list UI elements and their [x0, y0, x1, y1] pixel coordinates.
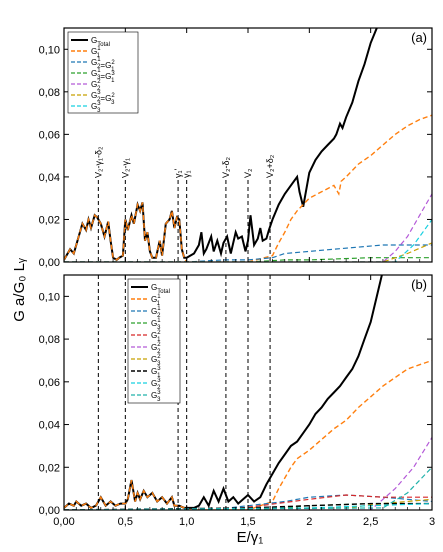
legend-entry: G1 2 — [151, 306, 161, 319]
series-line-5 — [64, 437, 432, 510]
annotation-label: V₂-δ₂ — [221, 156, 231, 178]
legend-entry: G2 1 — [151, 330, 161, 343]
annotation-label: γ₁ — [182, 170, 192, 178]
series-line-0 — [64, 275, 383, 510]
y-axis-title: G a/G₀ Lᵧ — [11, 258, 28, 322]
y-tick-label: 0,06 — [39, 129, 60, 141]
legend-entry: GTotal — [91, 36, 110, 48]
x-tick-label: 0,5 — [118, 516, 133, 528]
y-tick-label: 0,04 — [39, 420, 60, 432]
series-line-1 — [64, 114, 432, 262]
annotation-label: γ₁' — [173, 168, 183, 178]
legend-entry: G2 3 — [151, 354, 161, 367]
legend-entry: G1 3 — [151, 318, 161, 331]
y-tick-label: 0,00 — [39, 505, 60, 517]
legend-entry: G3 2=G2 3 — [91, 90, 115, 106]
legend-entry: G3 3 — [151, 390, 161, 403]
x-tick-label: 1,5 — [240, 516, 255, 528]
panel-label: (b) — [411, 277, 427, 292]
legend-box — [127, 278, 181, 404]
legend-entry: G2 2 — [91, 79, 101, 92]
y-tick-label: 0,06 — [39, 377, 60, 389]
x-tick-label: 3 — [429, 516, 435, 528]
legend-entry: GTotal — [151, 283, 170, 295]
y-tick-label: 0,04 — [39, 172, 60, 184]
y-tick-label: 0,00 — [39, 257, 60, 269]
y-tick-label: 0,08 — [39, 87, 60, 99]
series-line-1 — [64, 359, 432, 510]
series-line-5 — [64, 242, 432, 262]
legend-entry: G2 2 — [151, 342, 161, 355]
legend-entry: G3 1 — [151, 366, 161, 379]
legend-entry: G3 3 — [91, 101, 101, 114]
y-tick-label: 0,10 — [39, 291, 60, 303]
legend-entry: G1 2=G2 1 — [91, 57, 115, 73]
legend-entry: G1 3=G3 1 — [91, 68, 115, 84]
y-tick-label: 0,02 — [39, 214, 60, 226]
panel-label: (a) — [411, 30, 427, 45]
y-tick-label: 0,02 — [39, 462, 60, 474]
x-axis-title: E/γ₁ — [237, 529, 264, 546]
x-tick-label: 2,5 — [363, 516, 378, 528]
x-tick-label: 1,0 — [179, 516, 194, 528]
panel-a: V₂-γ₁-δ₂ V₂-γ₁ γ₁'γ₁ V₂-δ₂ V₂ V₂+δ₂ 0,00 0,02 0,… — [39, 27, 433, 269]
annotation-label: V₂-γ₁ — [120, 158, 130, 178]
legend-entry: G3 2 — [151, 378, 161, 391]
legend-entry: G1 1 — [91, 46, 101, 59]
y-tick-label: 0,08 — [39, 334, 60, 346]
y-tick-label: 0,10 — [39, 44, 60, 56]
annotation-label: V₂+δ₂ — [265, 154, 275, 178]
legend-entry: G1 1 — [151, 294, 161, 307]
x-tick-label: 0,00 — [53, 516, 74, 528]
x-tick-label: 2 — [306, 516, 312, 528]
annotation-label: V₂-γ₁-δ₂ — [93, 146, 103, 178]
panel-b: 0,00 0,02 0,04 0,06 0,08 0,10 0,00 0,5 1,0 1,5 2 2,… — [39, 274, 435, 528]
series-line-6 — [64, 219, 432, 262]
annotation-label: V₂ — [243, 168, 253, 178]
series-line-0 — [64, 28, 378, 262]
series-line-4 — [64, 193, 432, 262]
series-line-2 — [64, 244, 432, 262]
